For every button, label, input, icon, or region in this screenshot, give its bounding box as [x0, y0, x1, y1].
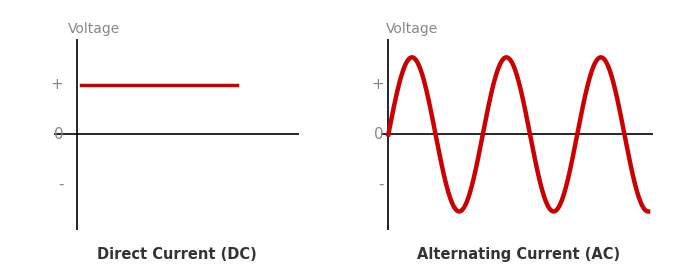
Text: Alternating Current (AC): Alternating Current (AC) [417, 247, 619, 262]
Text: +: + [50, 77, 63, 92]
Text: 0: 0 [54, 127, 63, 142]
Text: Voltage: Voltage [386, 22, 438, 36]
Text: Direct Current (DC): Direct Current (DC) [97, 247, 256, 262]
Text: -: - [378, 177, 384, 192]
Text: -: - [58, 177, 63, 192]
Text: +: + [371, 77, 384, 92]
Text: 0: 0 [374, 127, 384, 142]
Text: Voltage: Voltage [68, 22, 120, 36]
